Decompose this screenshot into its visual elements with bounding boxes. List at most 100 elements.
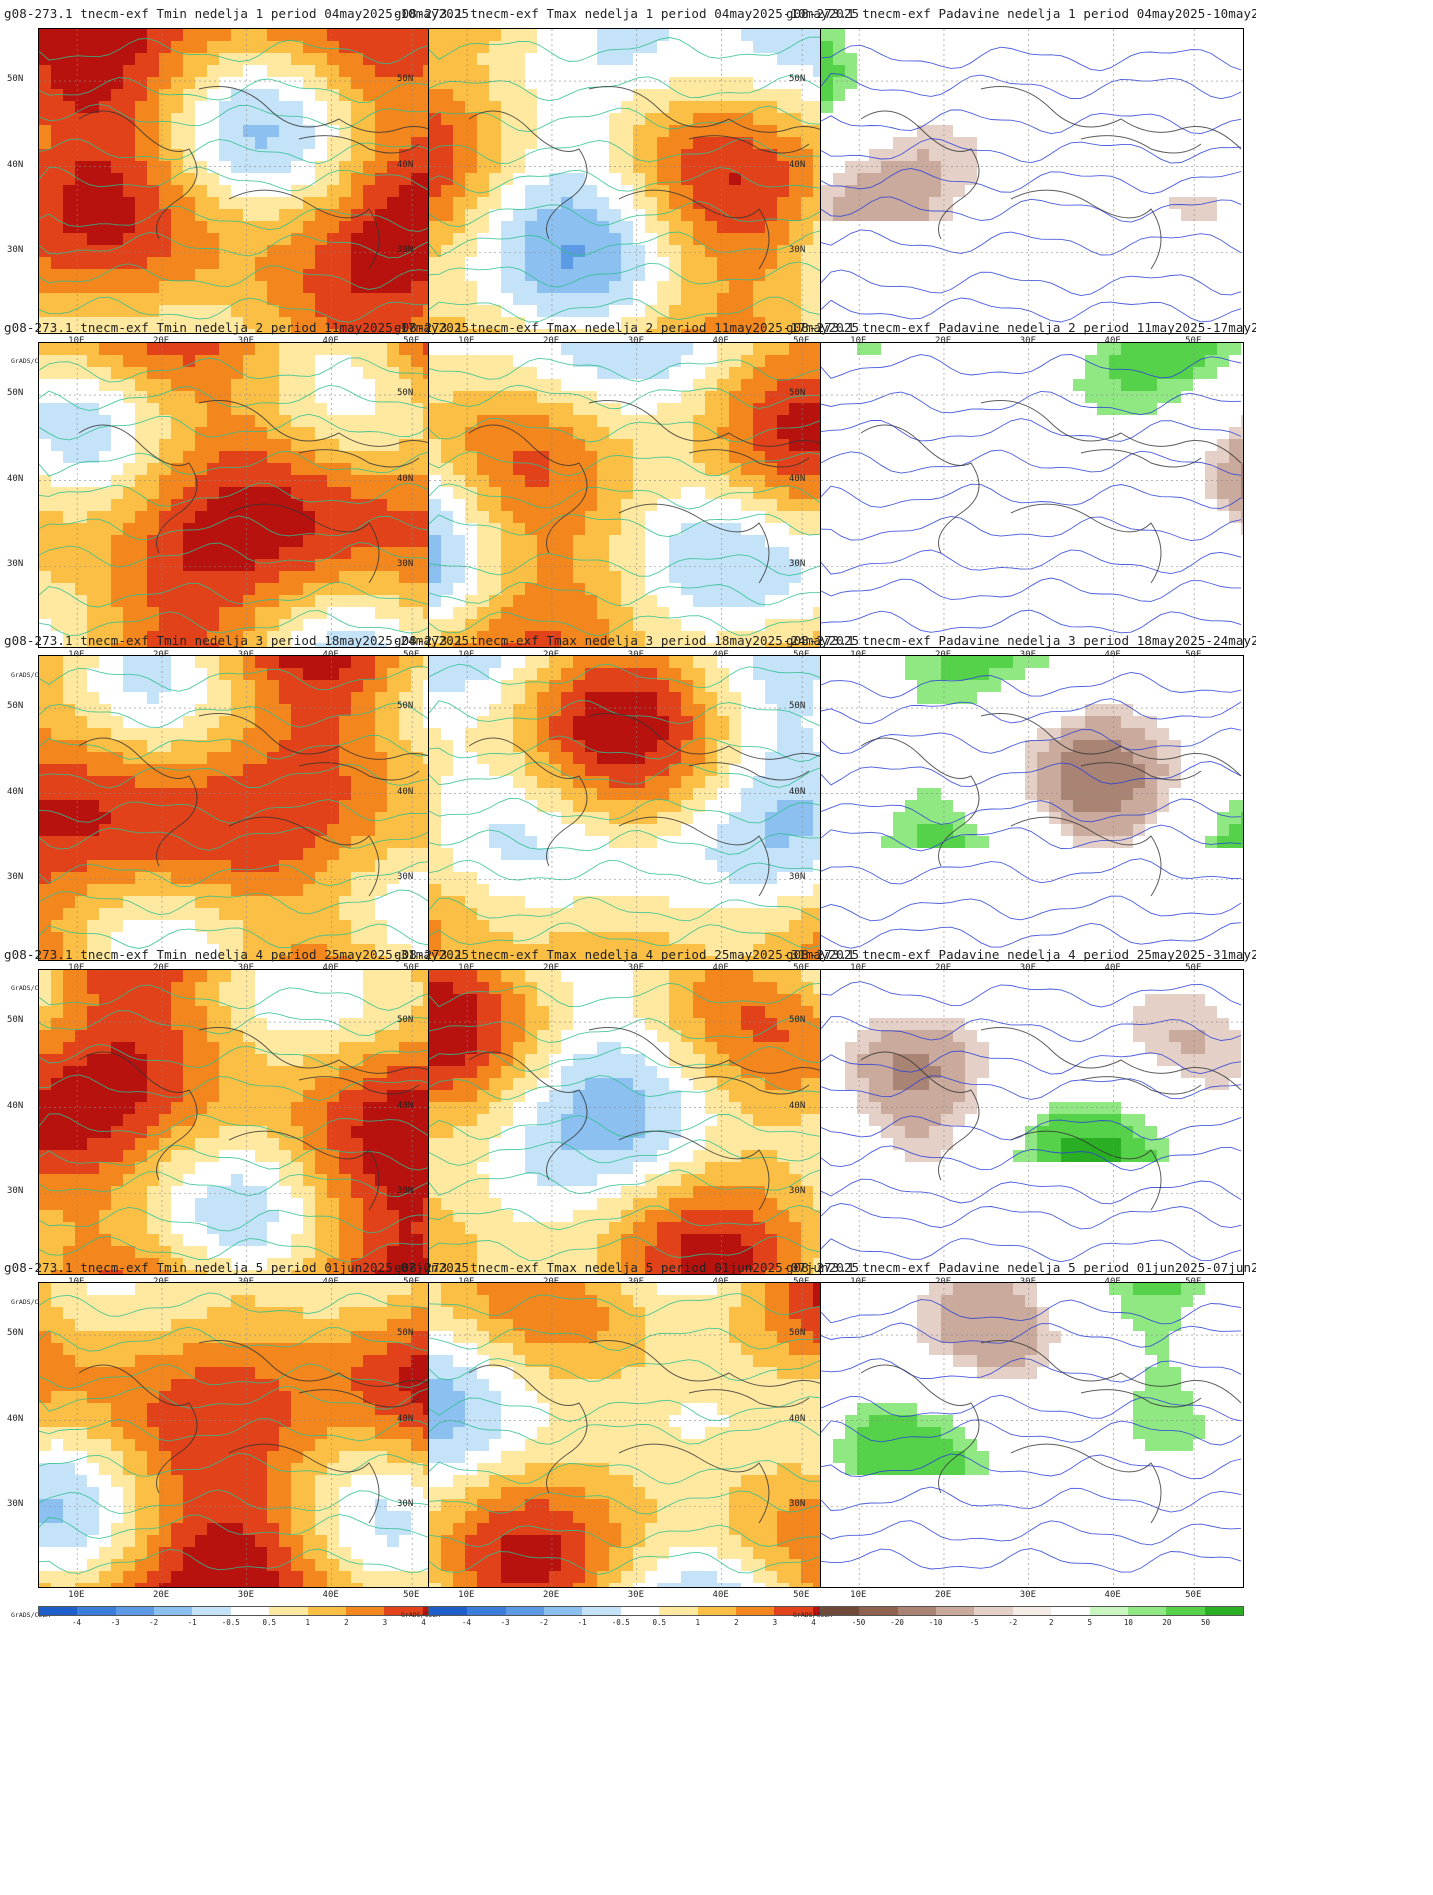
- colorbar-swatch: [897, 1607, 937, 1615]
- map-field-svg: [821, 1283, 1243, 1587]
- lat-tick-label: 40N: [789, 1100, 806, 1111]
- lon-tick-label: 50E: [403, 1590, 420, 1600]
- lat-tick-label: 40N: [7, 159, 24, 170]
- grads-credit: GrADS/COLA: [11, 1611, 51, 1619]
- lon-tick-label: 50E: [1185, 963, 1202, 973]
- lat-tick-label: 50N: [397, 388, 414, 399]
- colorbar-swatch: [1127, 1607, 1167, 1615]
- lon-tick-label: 30E: [1019, 336, 1037, 346]
- lon-tick-label: 10E: [458, 963, 475, 973]
- colorbar-tick-label: -4: [462, 1618, 472, 1627]
- lon-tick-label: 40E: [322, 1590, 339, 1600]
- map-plot: [428, 342, 852, 648]
- lon-tick-label: 20E: [934, 963, 952, 973]
- lat-tick-label: 30N: [397, 1186, 414, 1197]
- lon-tick-label: 20E: [542, 963, 560, 973]
- map-panel-tmax-week-2: g08-273.1 tnecm-exf Tmax nedelja 2 perio…: [394, 314, 864, 692]
- colorbar-swatch: [230, 1607, 270, 1615]
- lon-tick-label: 50E: [793, 336, 810, 346]
- lat-tick-label: 50N: [7, 74, 24, 85]
- colorbar-tick-label: 3: [772, 1618, 778, 1627]
- lat-tick-label: 50N: [397, 74, 414, 85]
- colorbar-swatch: [697, 1607, 736, 1615]
- colorbar-swatch: [429, 1607, 468, 1615]
- lon-tick-label: 20E: [934, 1590, 952, 1600]
- map-field-svg: [39, 970, 461, 1274]
- colorbar-tick-label: 2: [344, 1618, 349, 1627]
- lat-tick-label: 40N: [7, 1413, 24, 1424]
- colorbar-tick-label: 0.5: [652, 1618, 667, 1627]
- lat-tick-label: 30N: [7, 872, 24, 883]
- lon-tick-label: 40E: [1104, 1590, 1121, 1600]
- colorbar-tick-label: -1: [577, 1618, 587, 1627]
- colorbar-swatch: [192, 1607, 231, 1615]
- colorbar-tick-label: -0.5: [221, 1618, 240, 1627]
- lat-tick-label: 50N: [397, 1328, 414, 1339]
- lat-tick-label: 50N: [7, 701, 24, 712]
- lat-tick-label: 40N: [397, 1100, 414, 1111]
- lon-tick-label: 40E: [322, 336, 339, 346]
- lon-tick-label: 50E: [403, 963, 420, 973]
- lon-tick-label: 20E: [542, 336, 560, 346]
- lat-tick-label: 30N: [7, 1186, 24, 1197]
- map-plot: [38, 969, 462, 1275]
- lat-tick-label: 30N: [397, 1499, 414, 1510]
- colorbar-tick-label: -1: [187, 1618, 197, 1627]
- colorbar-swatch: [1089, 1607, 1128, 1615]
- lat-tick-label: 40N: [397, 473, 414, 484]
- lat-tick-label: 50N: [7, 1328, 24, 1339]
- lon-tick-label: 10E: [458, 1590, 475, 1600]
- lon-tick-label: 40E: [712, 336, 729, 346]
- grads-credit: GrADS/COLA: [11, 671, 51, 679]
- colorbar-tick-label: 0.5: [262, 1618, 277, 1627]
- lat-tick-label: 40N: [397, 786, 414, 797]
- colorbar-swatch: [659, 1607, 698, 1615]
- map-panel-padavine-week-1: g08-273.1 tnecm-exf Padavine nedelja 1 p…: [786, 0, 1256, 378]
- lon-tick-label: 10E: [68, 963, 85, 973]
- lat-tick-label: 30N: [789, 1186, 806, 1197]
- lon-tick-label: 30E: [237, 1590, 255, 1600]
- lat-tick-label: 40N: [7, 1100, 24, 1111]
- map-panel-padavine-week-2: g08-273.1 tnecm-exf Padavine nedelja 2 p…: [786, 314, 1256, 692]
- lon-tick-label: 30E: [1019, 1590, 1037, 1600]
- colorbar-swatch: [384, 1607, 423, 1615]
- panel-title: g08-273.1 tnecm-exf Padavine nedelja 2 p…: [786, 320, 1256, 335]
- map-field-svg: [821, 656, 1243, 960]
- map-plot: [820, 1282, 1244, 1588]
- lon-tick-label: 20E: [934, 336, 952, 346]
- lon-tick-label: 40E: [1104, 963, 1121, 973]
- colorbar: [820, 1606, 1244, 1616]
- colorbar-swatch: [1166, 1607, 1205, 1615]
- lon-tick-label: 50E: [793, 963, 810, 973]
- colorbar-tick-label: 50: [1200, 1618, 1210, 1627]
- map-field-svg: [429, 970, 851, 1274]
- colorbar-tick-label: -2: [149, 1618, 159, 1627]
- colorbar-swatch: [345, 1607, 385, 1615]
- lon-tick-label: 50E: [793, 1590, 810, 1600]
- lat-tick-label: 30N: [789, 1499, 806, 1510]
- lon-tick-label: 10E: [850, 963, 867, 973]
- colorbar-tick-label: -5: [969, 1618, 979, 1627]
- lat-tick-label: 40N: [397, 1413, 414, 1424]
- map-plot: [428, 969, 852, 1275]
- lat-tick-label: 50N: [7, 1015, 24, 1026]
- lon-tick-label: 10E: [68, 1590, 85, 1600]
- colorbar-swatch: [307, 1607, 346, 1615]
- map-panel-padavine-week-3: g08-273.1 tnecm-exf Padavine nedelja 3 p…: [786, 627, 1256, 1005]
- lat-tick-label: 50N: [397, 701, 414, 712]
- colorbar-swatch: [154, 1607, 193, 1615]
- colorbar-swatch: [821, 1607, 860, 1615]
- colorbar-swatch: [544, 1607, 583, 1615]
- map-field-svg: [821, 29, 1243, 333]
- lat-tick-label: 30N: [397, 245, 414, 256]
- colorbar-tick-label: -0.5: [611, 1618, 630, 1627]
- lat-tick-label: 40N: [789, 159, 806, 170]
- colorbar-swatch: [774, 1607, 813, 1615]
- colorbar-tick-label: -3: [500, 1618, 510, 1627]
- panel-title: g08-273.1 tnecm-exf Padavine nedelja 5 p…: [786, 1260, 1256, 1275]
- panel-title: g08-273.1 tnecm-exf Tmin nedelja 5 perio…: [4, 1260, 470, 1275]
- lon-tick-label: 50E: [403, 336, 420, 346]
- lat-tick-label: 30N: [7, 559, 24, 570]
- panel-title: g08-273.1 tnecm-exf Padavine nedelja 4 p…: [786, 947, 1256, 962]
